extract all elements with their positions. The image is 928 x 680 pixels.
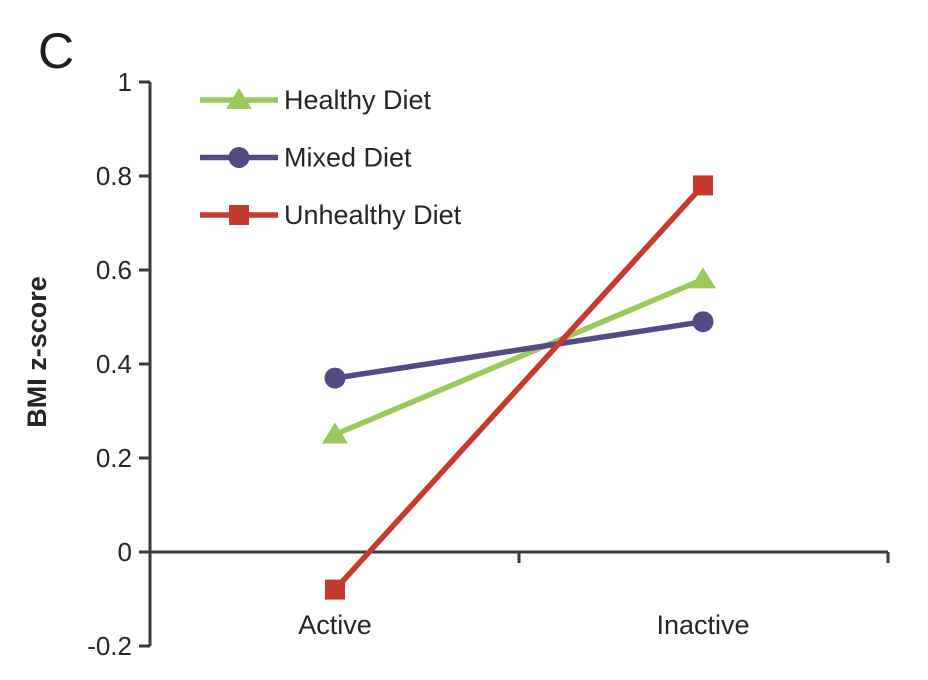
triangle-marker-healthy-diet-inactive [690, 267, 716, 289]
series-line-unhealthy-diet [332, 183, 706, 592]
circle-icon [228, 147, 250, 168]
triangle-marker-healthy-diet-active [322, 422, 348, 444]
legend-label-healthy-diet: Healthy Diet [284, 85, 432, 115]
y-tick-label: 0.4 [96, 349, 132, 379]
square-icon [229, 205, 249, 225]
y-axis-title: BMI z-score [22, 276, 52, 428]
square-marker-unhealthy-diet-active [325, 579, 345, 600]
series-healthy-diet [322, 267, 716, 444]
y-axis: 1 0.8 0.6 0.4 0.2 0 -0.2 BMI z-score [22, 67, 152, 661]
legend-item-unhealthy-diet: Unhealthy Diet [200, 200, 462, 230]
series-mixed-diet [324, 311, 714, 389]
legend-item-mixed-diet: Mixed Diet [200, 143, 412, 173]
y-tick-label: 0 [118, 537, 132, 567]
legend-item-healthy-diet: Healthy Diet [200, 85, 432, 115]
circle-marker-mixed-diet-inactive [692, 311, 714, 333]
legend-label-mixed-diet: Mixed Diet [284, 143, 412, 173]
y-tick-label: 1 [118, 67, 132, 97]
circle-marker-mixed-diet-active [324, 367, 346, 389]
legend-label-unhealthy-diet: Unhealthy Diet [284, 200, 462, 230]
square-marker-unhealthy-diet-inactive [693, 175, 713, 196]
x-category-label: Active [298, 610, 372, 640]
legend: Healthy Diet Mixed Diet Unhealthy Diet [200, 85, 462, 230]
y-tick-label: 0.6 [96, 255, 132, 285]
triangle-icon [226, 88, 252, 109]
panel-label: C [38, 23, 75, 79]
x-category-label: Inactive [656, 610, 749, 640]
x-axis: Active Inactive [150, 550, 890, 640]
series-unhealthy-diet [325, 175, 713, 600]
y-tick-label: 0.2 [96, 443, 132, 473]
series-line-healthy-diet [333, 276, 705, 438]
y-tick-label: 0.8 [96, 161, 132, 191]
y-tick-label: -0.2 [87, 631, 132, 661]
series-line-mixed-diet [334, 318, 704, 381]
